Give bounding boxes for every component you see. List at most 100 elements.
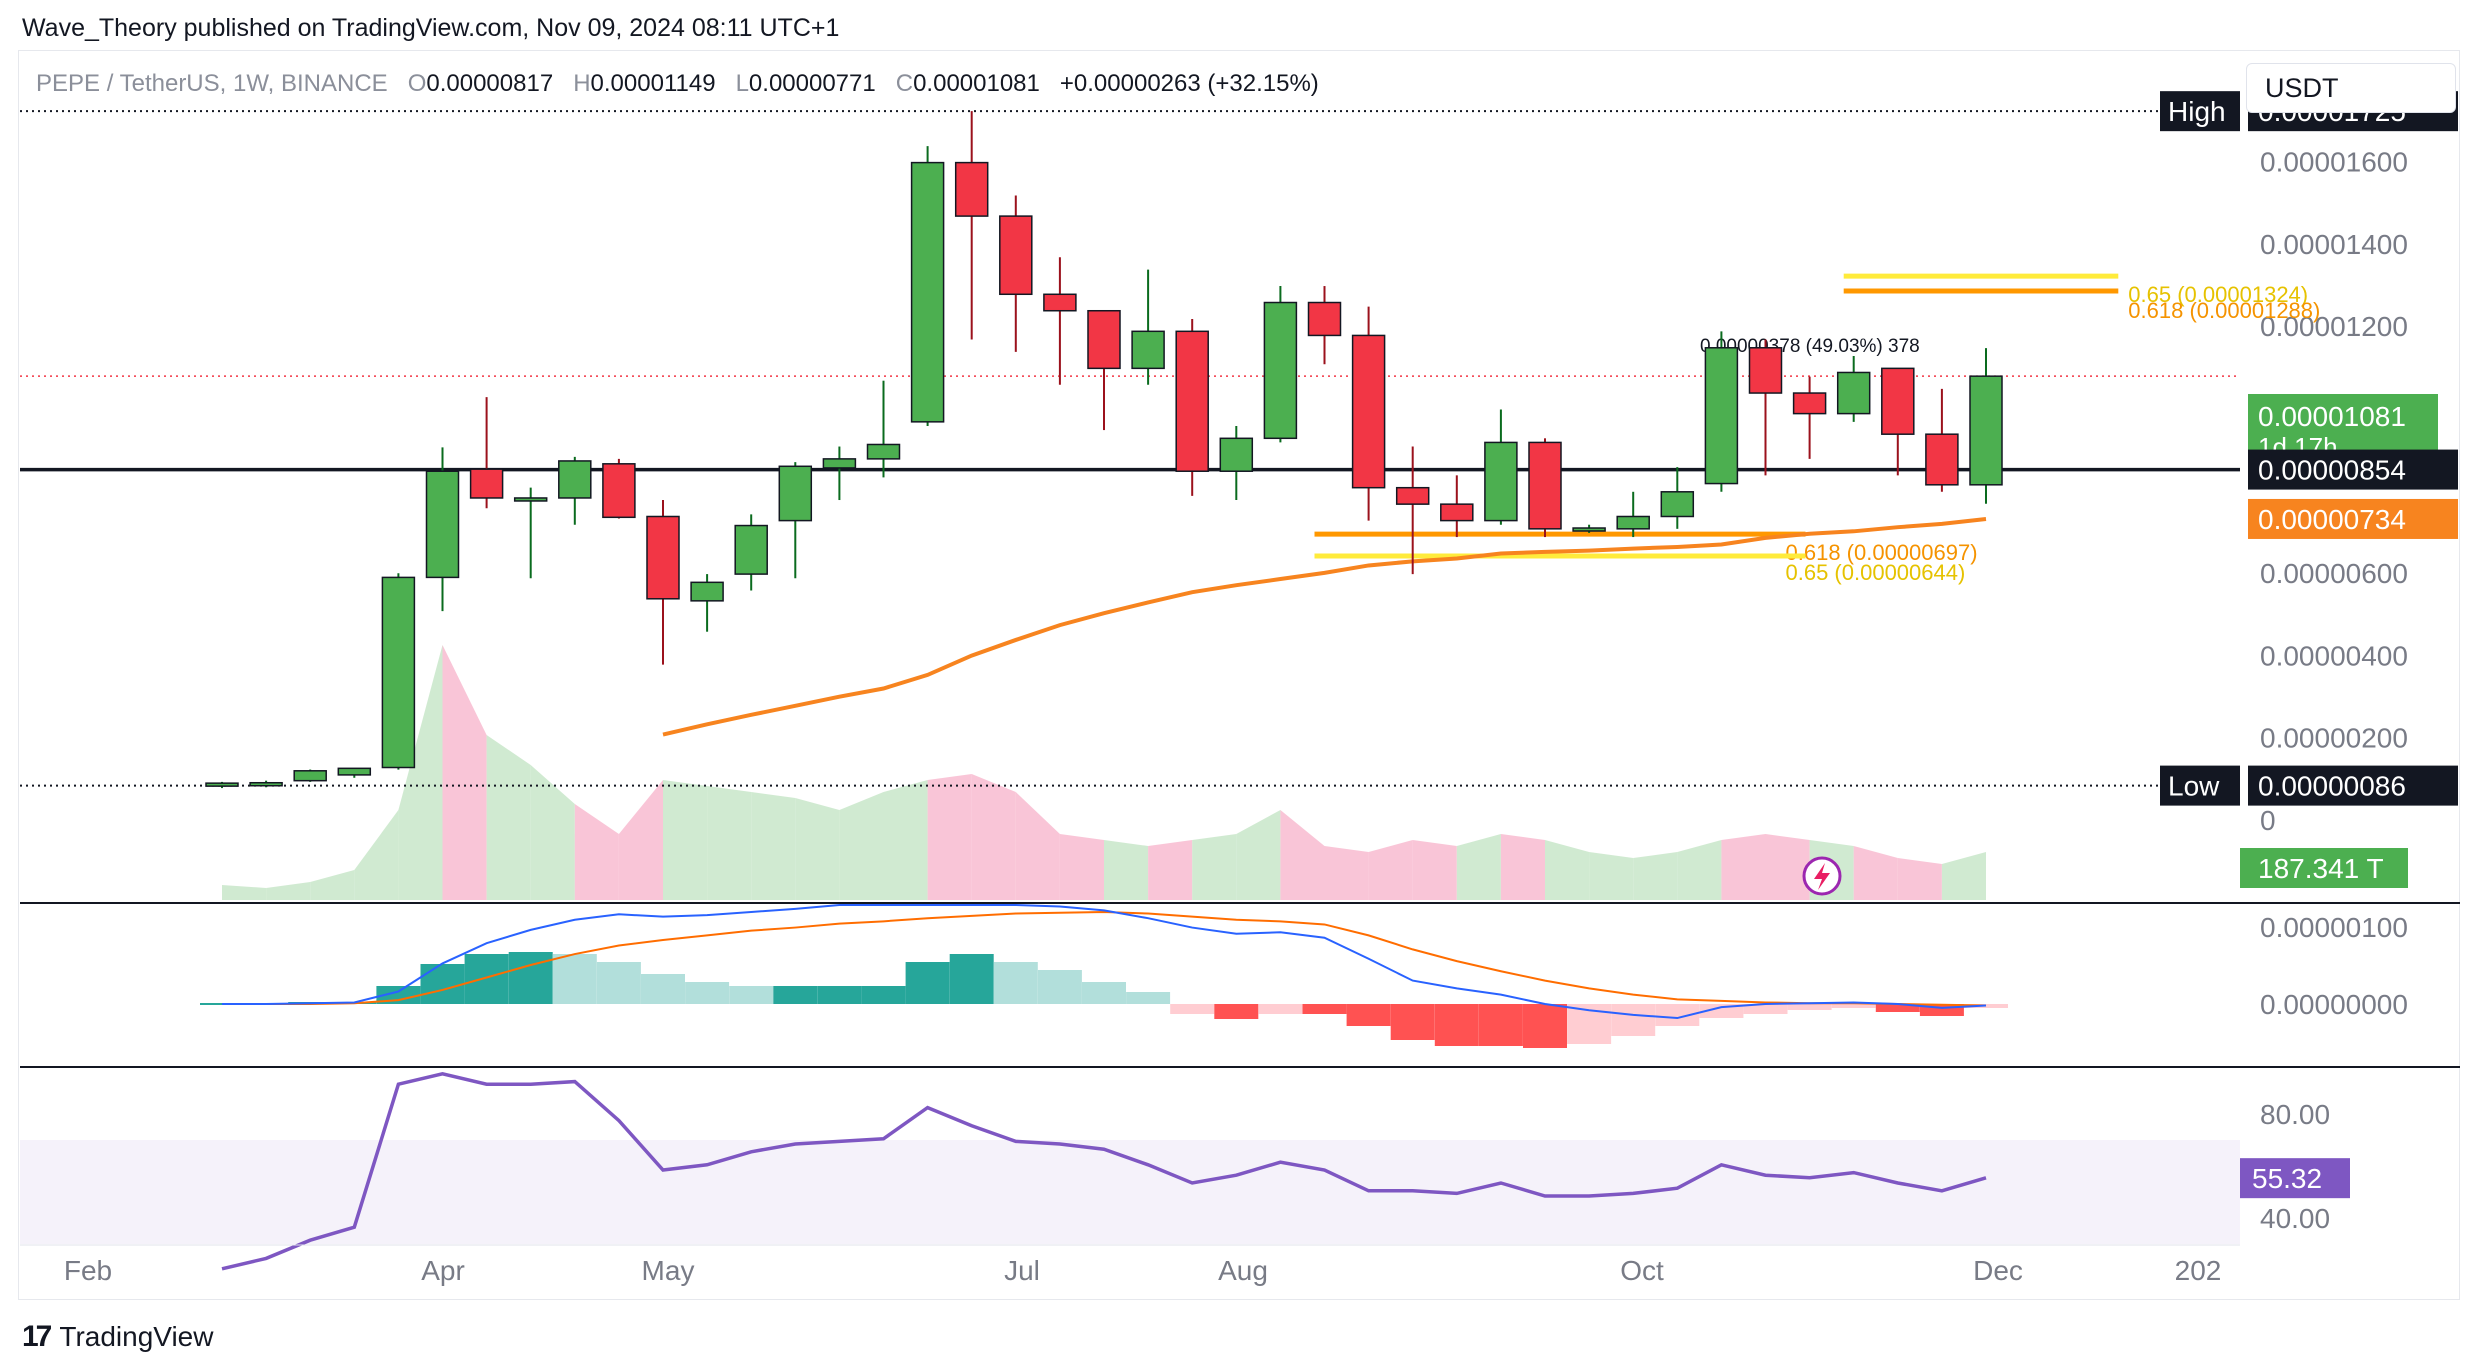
candle bbox=[1263, 301, 1298, 440]
macd-bar bbox=[1082, 982, 1126, 1004]
candle bbox=[690, 581, 724, 602]
macd-bar bbox=[1390, 1004, 1435, 1040]
macd-bar bbox=[949, 954, 994, 1004]
price-tick-label: 0.00000400 bbox=[2260, 640, 2408, 671]
macd-bar bbox=[1302, 1004, 1347, 1014]
macd-bar bbox=[376, 986, 421, 1004]
volume-segment bbox=[927, 774, 972, 900]
volume-segment bbox=[618, 780, 663, 900]
brand-name: TradingView bbox=[59, 1321, 214, 1352]
current-tag-value: 0.00001081 bbox=[2258, 401, 2406, 432]
macd-signal-line bbox=[222, 910, 1987, 1007]
volume-segment bbox=[1633, 852, 1678, 900]
volume-segment bbox=[1236, 810, 1281, 900]
volume-segment bbox=[1589, 852, 1634, 900]
volume-segment bbox=[486, 735, 531, 900]
volume-segment bbox=[1941, 852, 1986, 900]
low-tag-value-bg bbox=[2248, 765, 2458, 806]
tradingview-logo-icon: 17 bbox=[22, 1320, 52, 1353]
volume-segment bbox=[1059, 834, 1104, 900]
candle bbox=[1131, 330, 1165, 370]
high-tag-bg bbox=[2160, 91, 2240, 132]
macd-bar bbox=[1258, 1004, 1303, 1014]
candle bbox=[1969, 375, 2003, 486]
time-axis-label: Oct bbox=[1620, 1255, 1664, 1286]
macd-bar bbox=[1037, 970, 1082, 1004]
time-axis-label: May bbox=[642, 1255, 695, 1286]
volume-segment bbox=[971, 774, 1016, 900]
candle bbox=[1881, 367, 1915, 435]
support-tag-value-bg bbox=[2248, 449, 2458, 490]
macd-bar bbox=[1478, 1004, 1523, 1046]
open-key: O bbox=[407, 70, 427, 97]
low-key: L bbox=[735, 70, 749, 97]
candle bbox=[1748, 347, 1783, 394]
volume-segment bbox=[663, 780, 708, 900]
volume-segment bbox=[266, 882, 311, 900]
high-key: H bbox=[573, 70, 591, 97]
candle bbox=[1087, 309, 1121, 370]
candle bbox=[646, 515, 680, 600]
volume-segment bbox=[574, 804, 619, 900]
macd-bar bbox=[685, 982, 730, 1004]
macd-bar bbox=[817, 986, 862, 1004]
currency-button[interactable]: USDT bbox=[2246, 63, 2456, 113]
fib-level-label: 0.618 (0.00000697) bbox=[1786, 540, 1978, 565]
candle bbox=[866, 443, 901, 460]
macd-bar bbox=[729, 986, 774, 1004]
macd-bar bbox=[1346, 1004, 1391, 1026]
macd-bar bbox=[1523, 1004, 1567, 1048]
volume-segment bbox=[1015, 792, 1060, 900]
candle bbox=[249, 781, 283, 787]
volume-segment bbox=[1412, 840, 1457, 900]
support-tag-value: 0.00000854 bbox=[2258, 455, 2406, 486]
volume-segment bbox=[1368, 840, 1413, 900]
symbol-label: PEPE / TetherUS, 1W, BINANCE bbox=[36, 70, 388, 97]
volume-segment bbox=[1677, 840, 1722, 900]
candle bbox=[381, 576, 416, 769]
volume-segment bbox=[707, 786, 752, 900]
macd-bar bbox=[993, 962, 1038, 1004]
volume-segment bbox=[442, 645, 487, 900]
candle bbox=[1572, 527, 1606, 532]
volume-segment bbox=[839, 792, 884, 900]
volume-segment bbox=[1104, 840, 1149, 900]
low-value: 0.00000771 bbox=[748, 70, 876, 97]
macd-bar bbox=[1875, 1004, 1920, 1012]
low-tag-label: Low bbox=[2168, 771, 2220, 802]
macd-bar bbox=[1434, 1004, 1479, 1046]
macd-bar bbox=[1214, 1004, 1259, 1019]
macd-bar bbox=[1831, 1004, 1876, 1008]
low-tag-bg bbox=[2160, 765, 2240, 806]
close-value: 0.00001081 bbox=[913, 70, 1040, 97]
volume-segment bbox=[398, 645, 443, 900]
change-value: +0.00000263 (+32.15%) bbox=[1059, 70, 1319, 97]
price-tick-label: 0.00001200 bbox=[2260, 311, 2408, 342]
fib-level-label: 0.65 (0.00000644) bbox=[1786, 560, 1966, 585]
volume-segment bbox=[310, 870, 355, 900]
macd-tick-label: 0.00000000 bbox=[2260, 989, 2408, 1020]
rsi-tag-bg bbox=[2240, 1158, 2350, 1199]
price-tick-label: 0.00000200 bbox=[2260, 723, 2408, 754]
candle bbox=[513, 497, 548, 502]
candle bbox=[1395, 486, 1430, 505]
candle bbox=[205, 782, 239, 787]
candle bbox=[1704, 347, 1739, 485]
macd-bar bbox=[1170, 1004, 1215, 1014]
macd-bar bbox=[773, 986, 818, 1004]
volume-segment bbox=[1148, 840, 1193, 900]
price-chart[interactable]: 0.000018000.000016000.000014000.00001200… bbox=[0, 0, 2482, 1300]
candle bbox=[1616, 515, 1650, 530]
volume-segment bbox=[530, 765, 575, 900]
publish-line: Wave_Theory published on TradingView.com… bbox=[22, 14, 840, 42]
time-axis-label: Dec bbox=[1973, 1255, 2023, 1286]
volume-segment bbox=[1192, 834, 1237, 900]
volume-segment bbox=[1500, 834, 1545, 900]
price-tick-label: 0 bbox=[2260, 805, 2276, 836]
candle bbox=[954, 161, 989, 217]
candle bbox=[1351, 334, 1386, 489]
macd-bar bbox=[1655, 1004, 1700, 1026]
macd-bar bbox=[1743, 1004, 1788, 1014]
ema-tag-value: 0.00000734 bbox=[2258, 504, 2406, 535]
macd-bar bbox=[1787, 1004, 1832, 1010]
